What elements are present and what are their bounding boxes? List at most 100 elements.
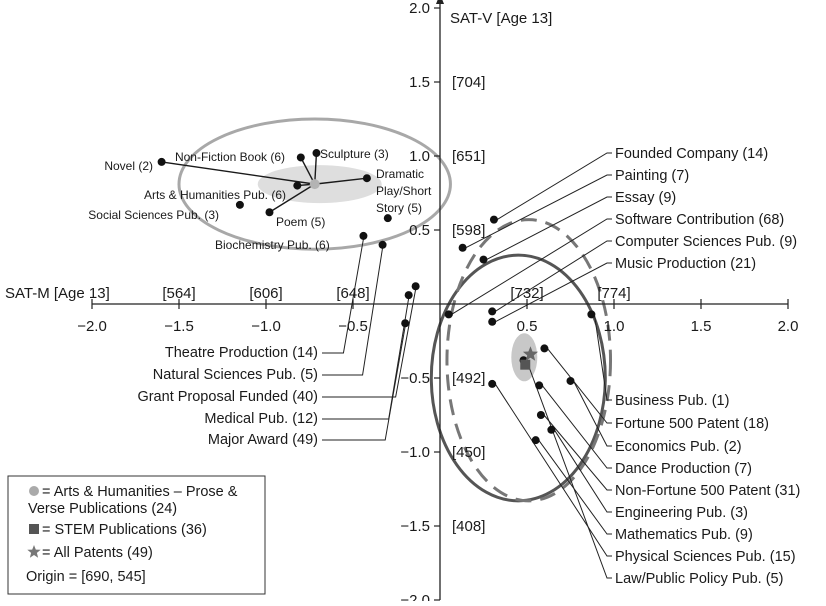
right-leader-line xyxy=(465,174,612,249)
x-tick-label: 0.5 xyxy=(517,318,538,335)
right-point xyxy=(488,317,497,326)
arts-point-label-line: Story (5) xyxy=(376,201,422,215)
arts-point xyxy=(157,157,166,166)
right-leader-line xyxy=(541,385,612,469)
patents-centroid-marker xyxy=(522,346,539,361)
left-point xyxy=(359,231,368,240)
right-point xyxy=(479,255,488,264)
axes: −2.0 −1.5 −1.0 −0.5 0.5 1.0 1.5 2.0 2.0 1.5 1.0 0.5… xyxy=(5,0,798,606)
patents-ellipse xyxy=(445,218,613,503)
left-point xyxy=(378,240,387,249)
right-point-label: Painting (7) xyxy=(615,168,689,184)
arts-point xyxy=(293,181,302,190)
arts-point xyxy=(265,208,274,217)
y-tick-label: −1.5 xyxy=(400,518,430,535)
arts-centroid-marker xyxy=(309,179,320,190)
right-point-label: Music Production (21) xyxy=(615,256,756,272)
right-point-label: Software Contribution (68) xyxy=(615,212,784,228)
arts-point xyxy=(296,153,305,162)
left-point-label: Theatre Production (14) xyxy=(165,345,318,361)
right-leader-line xyxy=(538,439,612,535)
x-bracket-label: [732] xyxy=(510,285,543,302)
y-tick-label: 2.0 xyxy=(409,0,430,17)
point-labels: Novel (2) Non-Fiction Book (6) Sculpture (… xyxy=(88,146,800,587)
legend-square-symbol xyxy=(29,524,39,534)
right-leader-line xyxy=(496,152,612,221)
arts-point-label: Arts & Humanities Pub. (6) xyxy=(144,188,286,202)
x-tick-label: −1.5 xyxy=(164,318,194,335)
right-point-label: Dance Production (7) xyxy=(615,461,752,477)
arts-point-label-line: Dramatic xyxy=(376,167,424,181)
left-point xyxy=(401,319,410,328)
left-point-label: Grant Proposal Funded (40) xyxy=(137,389,318,405)
right-point xyxy=(489,215,498,224)
x-axis-title: SAT-M [Age 13] xyxy=(5,285,110,302)
right-leader-line xyxy=(486,196,612,261)
arts-point-label: Poem (5) xyxy=(276,215,325,229)
left-point-label: Major Award (49) xyxy=(208,432,318,448)
right-point-label: Computer Sciences Pub. (9) xyxy=(615,234,797,250)
x-bracket-label: [774] xyxy=(597,285,630,302)
right-point-label: Law/Public Policy Pub. (5) xyxy=(615,571,783,587)
right-point xyxy=(531,436,540,445)
left-leader-line xyxy=(322,289,417,398)
right-point-label: Fortune 500 Patent (18) xyxy=(615,416,769,432)
y-bracket-label: [704] xyxy=(452,74,485,91)
legend-item-arts-line2: Verse Publications (24) xyxy=(28,501,177,517)
right-point xyxy=(536,411,545,419)
right-point xyxy=(444,310,453,319)
right-leader-line xyxy=(494,262,612,323)
legend-item-origin: Origin = [690, 545] xyxy=(26,569,146,585)
right-leader-line xyxy=(451,218,612,315)
right-point-label: Essay (9) xyxy=(615,190,676,206)
y-axis-title: SAT-V [Age 13] xyxy=(450,10,552,27)
x-tick-label: −1.0 xyxy=(251,318,281,335)
legend-circle-symbol xyxy=(29,486,39,496)
right-leader-line xyxy=(543,414,612,491)
arts-point-label: Sculpture (3) xyxy=(320,147,389,161)
y-bracket-label: [450] xyxy=(452,444,485,461)
y-tick-label: 0.5 xyxy=(409,222,430,239)
x-tick-label: −2.0 xyxy=(77,318,107,335)
right-leader-line xyxy=(494,240,612,312)
left-point-label: Natural Sciences Pub. (5) xyxy=(153,367,318,383)
legend-item-patents: = All Patents (49) xyxy=(42,545,153,561)
centroid-spoke xyxy=(300,157,316,185)
arts-point-label-line: Play/Short xyxy=(376,184,432,198)
right-leader-line xyxy=(547,348,612,424)
right-point-label: Economics Pub. (2) xyxy=(615,439,742,455)
right-point xyxy=(587,310,596,319)
arts-point xyxy=(362,174,371,183)
y-tick-label: 1.5 xyxy=(409,74,430,91)
data-points xyxy=(157,149,596,445)
left-leader-line xyxy=(322,238,364,354)
arts-point-label: Social Sciences Pub. (3) xyxy=(88,208,219,222)
right-point xyxy=(458,243,467,252)
arts-point-label: Novel (2) xyxy=(104,159,153,173)
right-point xyxy=(488,307,497,316)
stem-centroid-marker xyxy=(520,359,531,370)
centroid-spoke xyxy=(161,161,315,185)
left-point xyxy=(411,282,420,291)
x-tick-label: 1.5 xyxy=(691,318,712,335)
right-leader-line xyxy=(494,383,612,557)
right-point xyxy=(547,425,556,434)
centroid-spoke xyxy=(314,177,367,185)
left-leader-line xyxy=(322,247,384,376)
y-bracket-label: [408] xyxy=(452,518,485,535)
y-bracket-label: [598] xyxy=(452,222,485,239)
y-tick-label: 1.0 xyxy=(409,148,430,165)
x-tick-label: −0.5 xyxy=(338,318,368,335)
right-point xyxy=(488,379,497,388)
legend-box xyxy=(7,475,266,595)
right-point-label: Physical Sciences Pub. (15) xyxy=(615,549,796,565)
left-leader-line xyxy=(322,326,406,441)
leader-lines xyxy=(161,152,612,579)
legend: = Arts & Humanities – Prose & Verse Publ… xyxy=(7,475,266,595)
right-point xyxy=(566,376,575,385)
arts-ellipse xyxy=(177,117,452,251)
right-point xyxy=(535,381,544,390)
legend-item-arts-line1: = Arts & Humanities – Prose & xyxy=(42,484,238,500)
arts-point xyxy=(235,200,244,209)
